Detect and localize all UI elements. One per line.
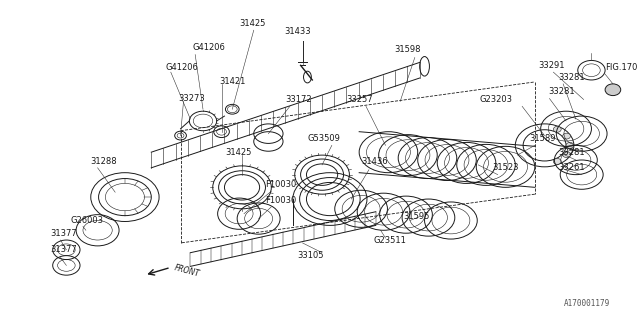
Text: G41206: G41206 bbox=[166, 63, 199, 72]
Text: G23511: G23511 bbox=[374, 236, 406, 244]
Text: 31433: 31433 bbox=[284, 27, 311, 36]
Text: 31589: 31589 bbox=[529, 134, 556, 143]
Text: 33172: 33172 bbox=[285, 95, 312, 104]
Ellipse shape bbox=[554, 126, 561, 132]
Text: 31598: 31598 bbox=[395, 45, 421, 54]
Ellipse shape bbox=[563, 152, 570, 157]
Ellipse shape bbox=[563, 133, 570, 139]
Text: G41206: G41206 bbox=[192, 43, 225, 52]
Text: 33257: 33257 bbox=[346, 95, 372, 104]
Text: G26003: G26003 bbox=[70, 216, 103, 225]
Text: 33281: 33281 bbox=[548, 87, 575, 96]
Text: 33291: 33291 bbox=[538, 61, 564, 70]
Ellipse shape bbox=[554, 158, 561, 164]
Text: 31425: 31425 bbox=[225, 148, 252, 157]
Text: A170001179: A170001179 bbox=[564, 299, 610, 308]
Text: G53509: G53509 bbox=[308, 134, 340, 143]
Ellipse shape bbox=[566, 142, 574, 148]
Text: 33281: 33281 bbox=[558, 148, 585, 157]
Text: FIG.170: FIG.170 bbox=[605, 63, 637, 72]
Text: F10030: F10030 bbox=[266, 180, 297, 189]
Text: F10030: F10030 bbox=[266, 196, 297, 204]
Text: 31377: 31377 bbox=[51, 245, 77, 254]
Ellipse shape bbox=[605, 84, 621, 96]
Text: 31436: 31436 bbox=[361, 157, 388, 166]
Text: 31288: 31288 bbox=[91, 157, 117, 166]
Text: 31595: 31595 bbox=[403, 212, 429, 221]
Text: 31377: 31377 bbox=[51, 229, 77, 238]
Text: 33261: 33261 bbox=[558, 163, 585, 172]
Text: FRONT: FRONT bbox=[173, 264, 201, 279]
Text: G23203: G23203 bbox=[479, 95, 513, 104]
Text: 33105: 33105 bbox=[297, 251, 324, 260]
Text: 31523: 31523 bbox=[492, 163, 518, 172]
Text: 31425: 31425 bbox=[239, 19, 266, 28]
Text: 33281: 33281 bbox=[558, 73, 585, 82]
Text: 33273: 33273 bbox=[179, 94, 205, 103]
Text: 31421: 31421 bbox=[220, 77, 246, 86]
